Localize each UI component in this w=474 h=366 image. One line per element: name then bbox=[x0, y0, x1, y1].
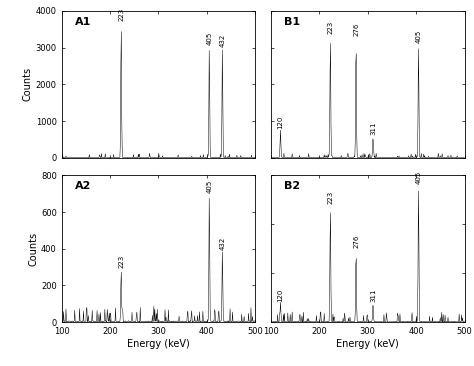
X-axis label: Energy (keV): Energy (keV) bbox=[336, 339, 399, 349]
Text: 405: 405 bbox=[206, 32, 212, 45]
Text: 223: 223 bbox=[328, 191, 333, 204]
Text: 432: 432 bbox=[219, 236, 226, 250]
Y-axis label: Counts: Counts bbox=[28, 232, 38, 266]
Text: 405: 405 bbox=[416, 171, 421, 184]
Text: 276: 276 bbox=[353, 235, 359, 248]
Y-axis label: Counts: Counts bbox=[23, 67, 33, 101]
Text: 432: 432 bbox=[219, 34, 226, 47]
Text: 223: 223 bbox=[328, 21, 333, 34]
Text: 223: 223 bbox=[118, 255, 124, 268]
Text: 120: 120 bbox=[277, 288, 283, 302]
Text: A1: A1 bbox=[75, 17, 91, 27]
Text: 223: 223 bbox=[118, 8, 124, 21]
Text: 405: 405 bbox=[416, 30, 421, 43]
Text: 311: 311 bbox=[370, 288, 376, 302]
Text: 405: 405 bbox=[206, 180, 212, 193]
Text: B1: B1 bbox=[284, 17, 301, 27]
Text: 311: 311 bbox=[370, 122, 376, 135]
Text: 276: 276 bbox=[353, 23, 359, 36]
Text: A2: A2 bbox=[75, 181, 91, 191]
X-axis label: Energy (keV): Energy (keV) bbox=[127, 339, 190, 349]
Text: B2: B2 bbox=[284, 181, 301, 191]
Text: 120: 120 bbox=[277, 116, 283, 130]
